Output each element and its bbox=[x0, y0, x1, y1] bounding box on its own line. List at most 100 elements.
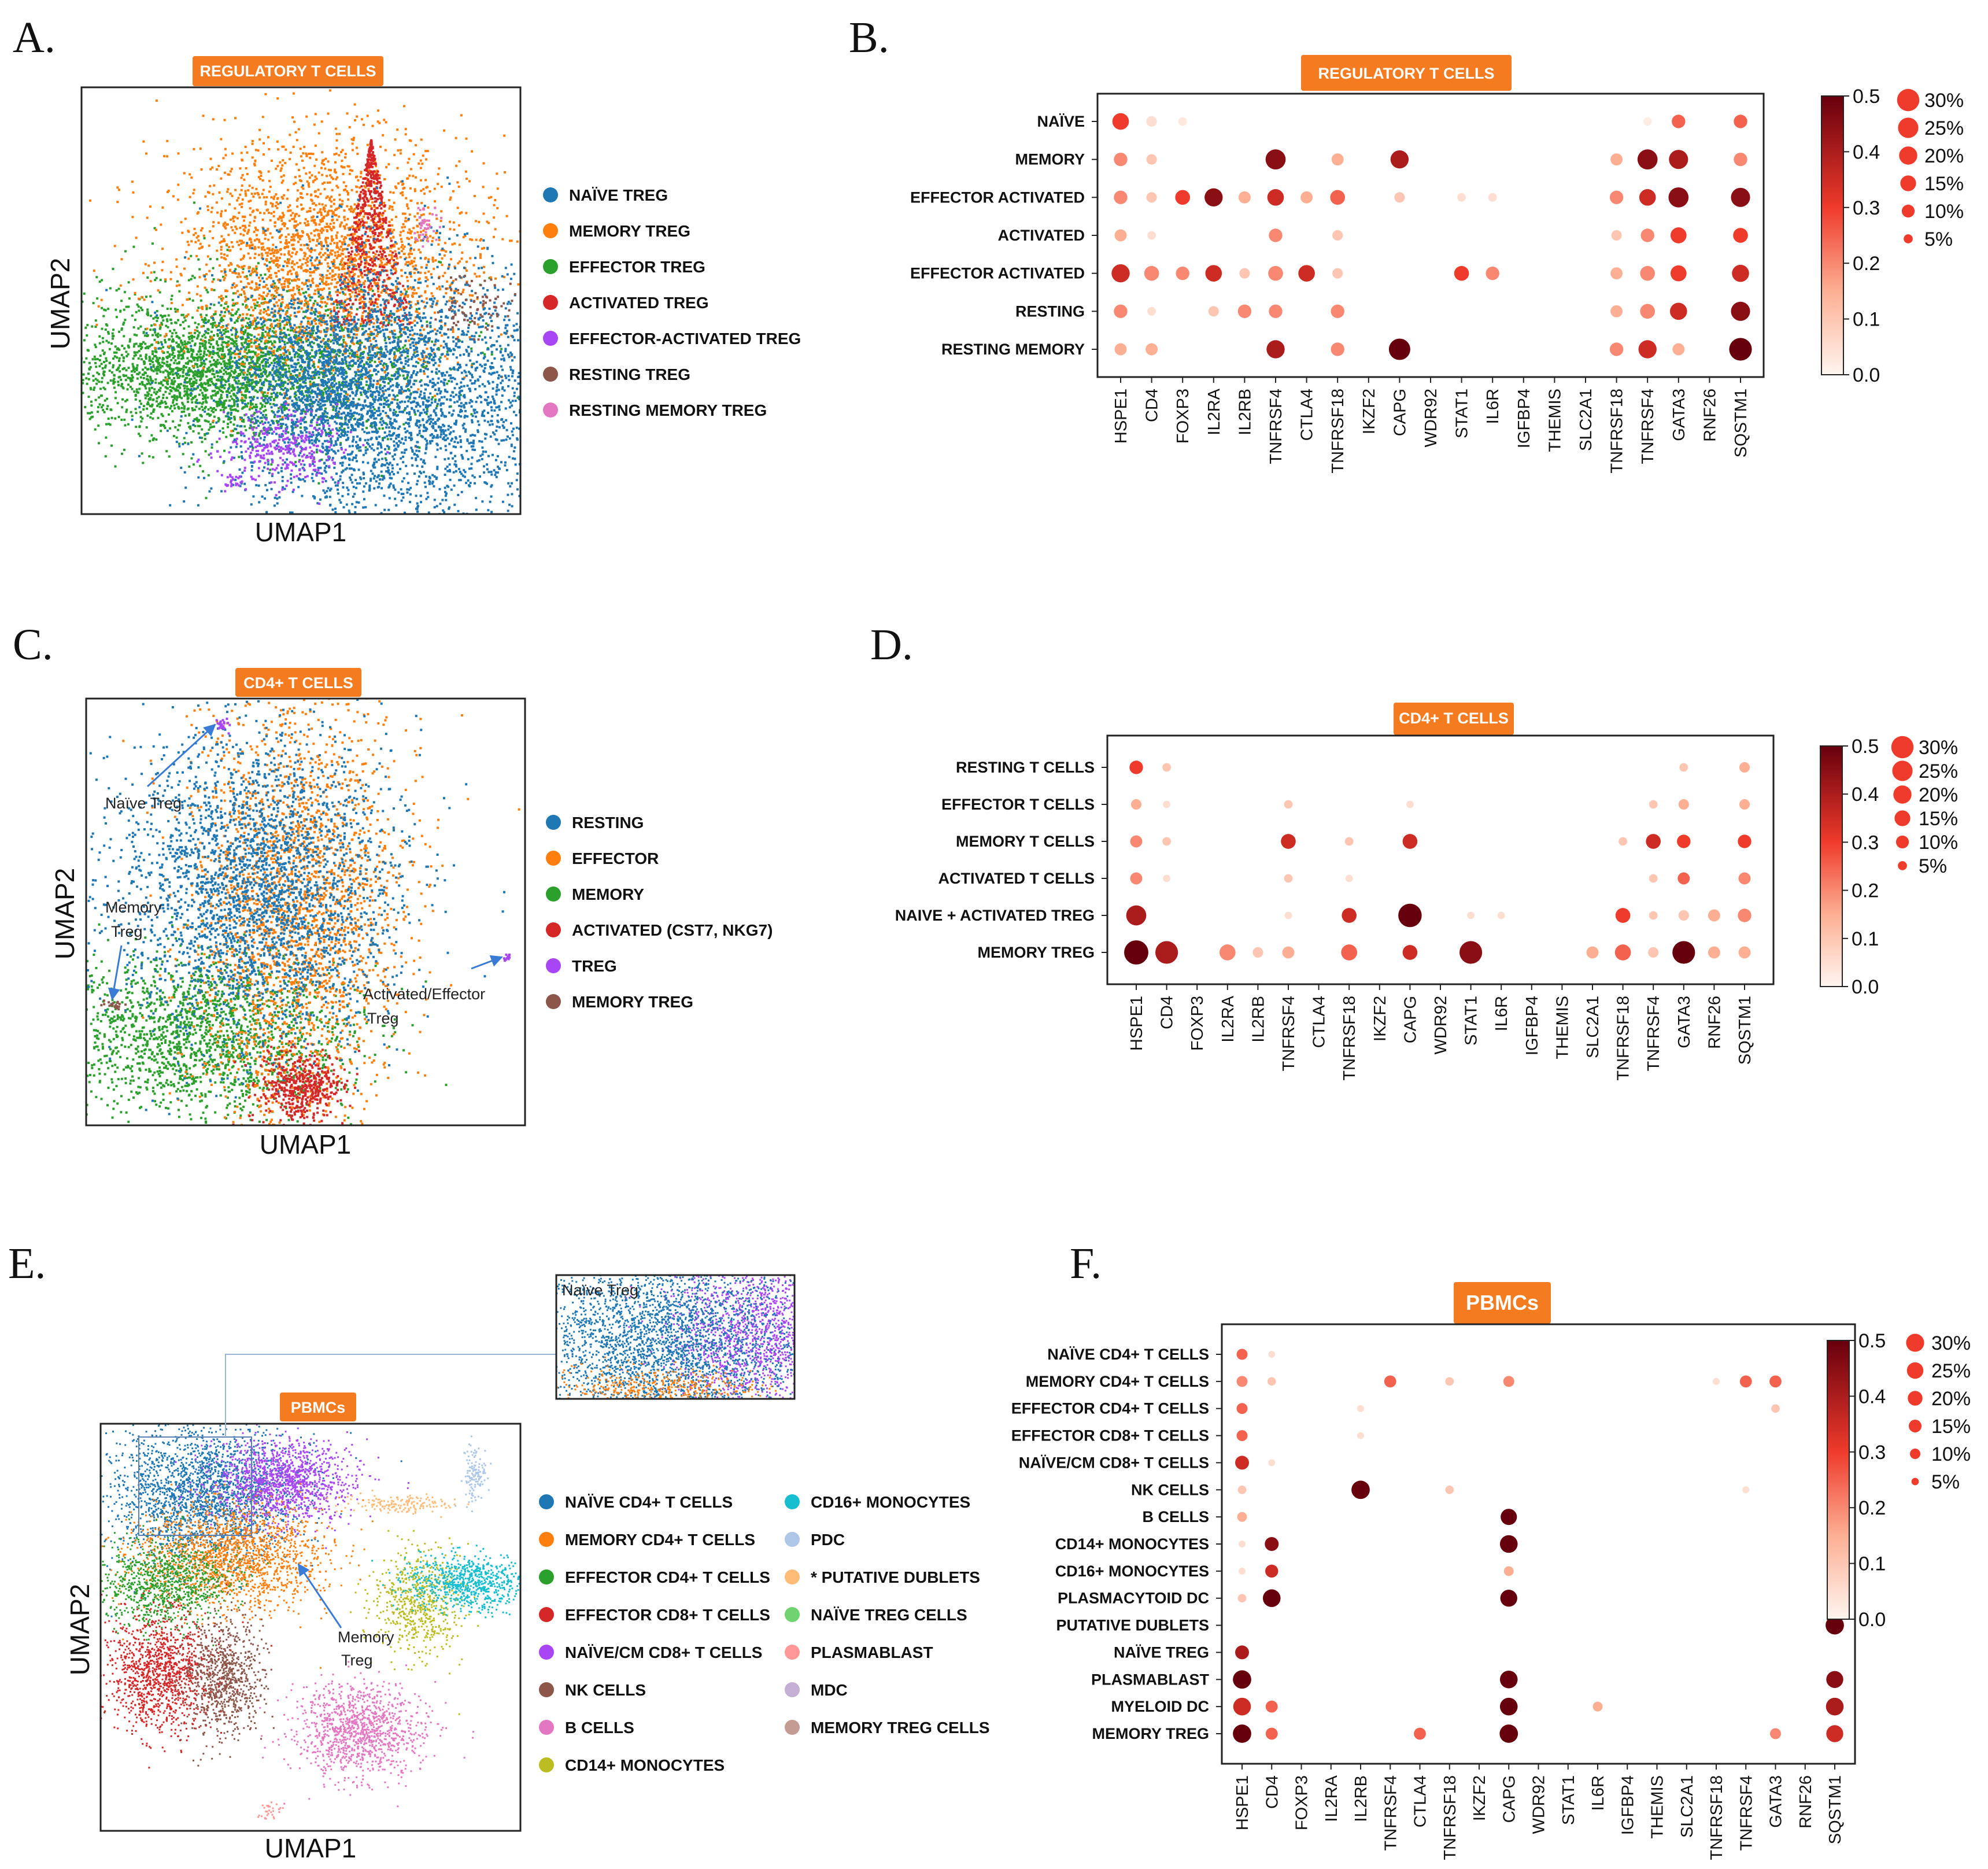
dot bbox=[1445, 1377, 1454, 1386]
umap-a-frame bbox=[80, 86, 522, 515]
row-label: MEMORY TREG bbox=[1092, 1725, 1209, 1742]
x-tick-label: IL2RA bbox=[1219, 995, 1237, 1042]
legend-swatch bbox=[785, 1569, 800, 1584]
arrow-memory-treg-e bbox=[297, 1563, 342, 1628]
dot bbox=[1826, 1697, 1844, 1716]
dot bbox=[1670, 302, 1687, 320]
umap-e-xlabel: UMAP1 bbox=[265, 1833, 356, 1863]
size-legend-label: 30% bbox=[1924, 90, 1964, 112]
dotplot-b-title: REGULATORY T CELLS bbox=[1318, 65, 1494, 82]
x-tick-label: FOXP3 bbox=[1293, 1775, 1311, 1830]
umap-point-cluster bbox=[86, 699, 505, 1125]
dot bbox=[1238, 191, 1251, 204]
dot bbox=[1239, 1567, 1246, 1575]
dot bbox=[1649, 800, 1658, 809]
colorbar-tick-label: 0.3 bbox=[1858, 1442, 1886, 1464]
legend-label: CD14+ MONOCYTES bbox=[565, 1756, 725, 1774]
size-legend-dot bbox=[1894, 810, 1911, 826]
size-legend-label: 25% bbox=[1924, 117, 1964, 139]
size-legend-dot bbox=[1898, 117, 1919, 138]
row-label: EFFECTOR ACTIVATED bbox=[910, 189, 1085, 206]
legend-label: MEMORY CD4+ T CELLS bbox=[565, 1531, 755, 1549]
legend-swatch bbox=[543, 402, 558, 418]
size-legend-label: 30% bbox=[1919, 737, 1958, 759]
size-legend-dot bbox=[1906, 1362, 1924, 1379]
dot bbox=[1713, 1377, 1720, 1385]
x-tick-label: RNF26 bbox=[1701, 389, 1719, 442]
umap-point-cluster bbox=[89, 89, 520, 448]
row-label: RESTING T CELLS bbox=[956, 759, 1095, 776]
dot bbox=[1284, 874, 1293, 883]
umap-e-title: PBMCs bbox=[291, 1399, 346, 1416]
colorbar bbox=[1827, 1340, 1850, 1620]
arrow-memory-treg bbox=[108, 945, 123, 1001]
dot bbox=[1332, 230, 1343, 241]
row-label: MEMORY T CELLS bbox=[956, 833, 1095, 850]
legend-label: TREG bbox=[572, 957, 617, 975]
legend-swatch bbox=[543, 259, 558, 274]
row-label: EFFECTOR CD8+ T CELLS bbox=[1011, 1427, 1209, 1445]
dot bbox=[1175, 190, 1191, 205]
dot bbox=[1619, 837, 1628, 846]
x-tick-label: IL6R bbox=[1589, 1775, 1608, 1811]
umap-point-cluster bbox=[426, 274, 520, 341]
size-legend-dot bbox=[1900, 175, 1916, 191]
dot bbox=[1235, 1456, 1249, 1470]
legend-swatch bbox=[785, 1532, 800, 1547]
legend-swatch bbox=[546, 922, 561, 937]
legend-label: NK CELLS bbox=[565, 1681, 646, 1699]
x-tick-label: RNF26 bbox=[1797, 1775, 1815, 1829]
annotation-inset-naive-treg: Naïve Treg bbox=[562, 1281, 638, 1299]
umap-point-cluster bbox=[556, 1275, 795, 1399]
dot bbox=[1592, 1701, 1603, 1712]
size-legend-dot bbox=[1911, 1478, 1919, 1486]
dot bbox=[1732, 264, 1749, 282]
x-tick-label: TNFRSF4 bbox=[1267, 389, 1285, 464]
umap-point-cluster bbox=[232, 1035, 360, 1125]
x-tick-label: IL2RB bbox=[1249, 996, 1268, 1043]
dot bbox=[1731, 187, 1750, 207]
dot bbox=[1163, 800, 1171, 808]
x-tick-label: STAT1 bbox=[1462, 996, 1481, 1046]
row-label: NAIVE + ACTIVATED TREG bbox=[895, 907, 1095, 924]
dot bbox=[1126, 905, 1147, 926]
row-label: B CELLS bbox=[1142, 1508, 1209, 1526]
legend-label: EFFECTOR CD4+ T CELLS bbox=[565, 1568, 770, 1586]
x-tick-label: TNFRSF4 bbox=[1645, 996, 1663, 1072]
dot bbox=[1237, 304, 1252, 319]
umap-a-ylabel: UMAP2 bbox=[45, 258, 75, 349]
x-tick-label: FOXP3 bbox=[1174, 389, 1192, 444]
dot bbox=[1204, 188, 1223, 207]
dot bbox=[1265, 1564, 1278, 1578]
x-tick-label: IGFBP4 bbox=[1523, 996, 1542, 1055]
dot bbox=[1609, 190, 1624, 205]
size-legend-dot bbox=[1901, 204, 1915, 218]
legend-label: PDC bbox=[811, 1531, 845, 1549]
dot bbox=[1609, 342, 1624, 356]
dot bbox=[1357, 1405, 1364, 1412]
x-tick-label: TNFRSF18 bbox=[1340, 996, 1359, 1081]
x-tick-label: CD4 bbox=[1158, 996, 1177, 1029]
dot bbox=[1147, 306, 1156, 316]
colorbar-tick-label: 0.3 bbox=[1852, 832, 1879, 854]
dotplot-b: HSPE1 CD4 FOXP3 IL2RA IL2RB TNFRSF4 CTLA4 TNFRS… bbox=[910, 86, 1964, 474]
dot bbox=[1219, 944, 1236, 961]
x-tick-label: IGFBP4 bbox=[1515, 389, 1534, 448]
umap-point-cluster bbox=[101, 1483, 386, 1669]
legend-swatch bbox=[539, 1569, 554, 1584]
dot bbox=[1640, 265, 1656, 281]
x-tick-label: IL2RB bbox=[1236, 389, 1254, 435]
umap-a-title: REGULATORY T CELLS bbox=[199, 62, 376, 80]
row-label: PLASMABLAST bbox=[1091, 1671, 1209, 1688]
colorbar-tick-label: 0.0 bbox=[1853, 364, 1880, 386]
legend-label: MEMORY TREG CELLS bbox=[811, 1719, 990, 1737]
x-tick-label: TNFRSF4 bbox=[1280, 996, 1298, 1072]
dot bbox=[1669, 150, 1688, 169]
dot bbox=[1672, 941, 1695, 964]
size-legend-label: 10% bbox=[1919, 832, 1958, 854]
dot bbox=[1268, 1351, 1276, 1358]
dot bbox=[1237, 1485, 1247, 1494]
dot bbox=[1384, 1375, 1396, 1388]
legend-swatch bbox=[539, 1607, 554, 1622]
row-label: EFFECTOR ACTIVATED bbox=[910, 265, 1085, 282]
